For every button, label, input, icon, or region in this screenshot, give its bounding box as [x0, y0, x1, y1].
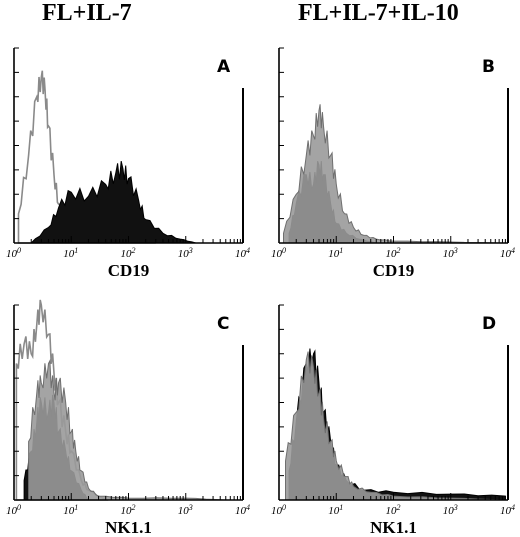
x-tick-label: 104 [235, 246, 250, 260]
histogram-series-a-2 [30, 160, 196, 244]
x-axis-label: NK1.1 [370, 518, 417, 537]
x-tick-label: 101 [63, 503, 78, 517]
panel-letter: A [217, 57, 231, 77]
panel-letter: D [482, 314, 496, 334]
x-tick-label: 101 [328, 503, 343, 517]
x-tick-label: 102 [386, 246, 401, 260]
panel-c: 100 101 102 103 104 C NK1.1 [6, 299, 250, 537]
x-axis-label: CD19 [108, 261, 150, 280]
x-tick-label: 104 [235, 503, 250, 517]
panel-b: 100 101 102 103 104 B CD19 [271, 47, 515, 280]
x-tick-label: 103 [443, 246, 458, 260]
left-column-title: FL+IL-7 [42, 0, 132, 26]
panel-letter: B [482, 57, 495, 77]
x-tick-label: 101 [63, 246, 78, 260]
x-tick-label: 103 [178, 246, 193, 260]
x-tick-label: 100 [271, 503, 286, 517]
x-tick-label: 100 [6, 246, 21, 260]
histogram-series-b-2 [283, 104, 506, 244]
x-tick-label: 102 [121, 246, 136, 260]
x-tick-label: 103 [178, 503, 193, 517]
right-column-title: FL+IL-7+IL-10 [298, 0, 459, 26]
histogram-series-c-3 [28, 358, 226, 501]
x-tick-label: 100 [6, 503, 21, 517]
x-tick-label: 104 [500, 503, 515, 517]
x-axis-label: NK1.1 [105, 518, 152, 537]
x-tick-label: 101 [328, 246, 343, 260]
x-tick-label: 102 [121, 503, 136, 517]
x-axis-label: CD19 [373, 261, 415, 280]
x-tick-label: 102 [386, 503, 401, 517]
panel-d: 100 101 102 103 104 D NK1.1 [271, 304, 515, 537]
x-tick-label: 100 [271, 246, 286, 260]
x-tick-label: 103 [443, 503, 458, 517]
panel-letter: C [217, 314, 229, 334]
panel-a: 100 101 102 103 104 A CD19 [6, 47, 250, 280]
x-tick-label: 104 [500, 246, 515, 260]
